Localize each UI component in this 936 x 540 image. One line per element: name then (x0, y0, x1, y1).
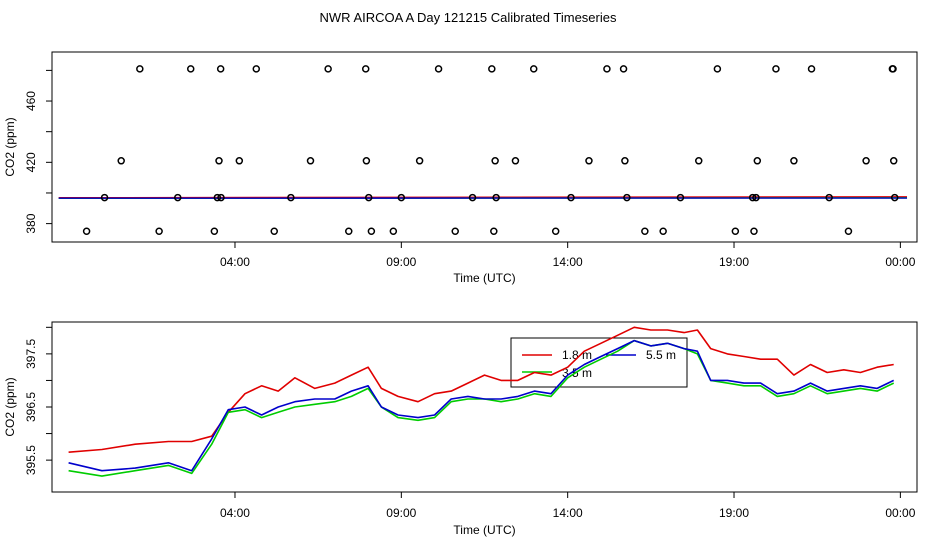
calibration-point (174, 193, 182, 202)
y-axis-label: CO2 (ppm) (3, 377, 17, 436)
calibration-point (186, 65, 195, 73)
calibration-point (117, 157, 125, 165)
calibration-point (676, 193, 685, 202)
calibration-point (713, 65, 722, 73)
calibration-point (397, 193, 406, 202)
bottom-panel-timeseries: 04:00 09:00 14:00 19:00 00:00 395.5 396.5 397.5… (3, 321, 918, 537)
calibration-point (491, 157, 499, 165)
calibration-point (210, 227, 219, 236)
calibration-point (216, 65, 225, 73)
calibration-point (659, 227, 667, 236)
series-line-18m (68, 326, 894, 453)
calibration-point (492, 193, 500, 202)
x-tick-label: 04:00 (220, 255, 250, 269)
y-tick-label: 420 (24, 152, 38, 172)
calibration-point (468, 193, 477, 202)
calibration-point (213, 193, 222, 202)
calibration-point (621, 157, 629, 165)
y-tick-label: 395.5 (24, 445, 38, 475)
calibration-point (389, 227, 398, 236)
calibration-point (415, 157, 424, 165)
calibration-point (82, 227, 91, 236)
legend: 1.8 m3.5 m5.5 m (510, 337, 688, 388)
y-tick-label: 380 (24, 213, 38, 233)
calibration-point (825, 193, 833, 202)
x-tick-label: 04:00 (220, 506, 250, 520)
calibration-point (551, 227, 560, 236)
x-tick-label: 09:00 (386, 506, 416, 520)
calibration-point (748, 193, 757, 202)
calibration-point (361, 65, 370, 73)
calibration-point (731, 227, 740, 236)
calibration-point (362, 157, 371, 165)
y-tick-label: 460 (24, 91, 38, 111)
calibration-point (567, 193, 575, 202)
x-tick-label: 14:00 (553, 255, 583, 269)
plot-frame (51, 51, 918, 243)
x-tick-label: 00:00 (885, 255, 915, 269)
calibration-point (790, 157, 798, 165)
calibration-point (529, 65, 538, 73)
calibration-point (623, 193, 631, 202)
y-axis-label: CO2 (ppm) (3, 117, 17, 176)
calibration-point (451, 227, 459, 236)
calibration-point (270, 227, 278, 236)
y-tick-label: 397.5 (24, 339, 38, 369)
calibration-point (807, 65, 816, 73)
calibration-point (235, 157, 244, 165)
x-tick-label: 19:00 (719, 255, 749, 269)
calibration-point (345, 227, 353, 236)
calibration-point (490, 227, 498, 236)
calibration-point (367, 227, 376, 236)
calibration-point (217, 193, 225, 202)
x-tick-label: 00:00 (885, 506, 915, 520)
calibration-point (511, 157, 520, 165)
x-tick-label: 09:00 (386, 255, 416, 269)
calibration-point (215, 157, 223, 165)
calibration-point (619, 65, 628, 73)
x-tick-label: 14:00 (553, 506, 583, 520)
calibration-point (889, 65, 897, 73)
calibration-point (750, 227, 758, 236)
calibration-point (364, 193, 373, 202)
series-line-55m (68, 339, 895, 472)
calibration-point (603, 65, 611, 73)
page-title: NWR AIRCOA A Day 121215 Calibrated Times… (320, 10, 617, 25)
legend-box (510, 337, 688, 388)
calibration-point (772, 65, 780, 73)
y-tick-label: 396.5 (24, 392, 38, 422)
calibration-point (306, 157, 315, 165)
calibration-point (890, 193, 899, 202)
calibration-point (252, 65, 261, 73)
calibration-point (488, 65, 496, 73)
calibration-point (287, 193, 295, 202)
calibration-point (862, 157, 870, 165)
calibration-point (641, 227, 649, 236)
x-tick-label: 19:00 (719, 506, 749, 520)
calibration-point (889, 157, 898, 165)
calibration-point (753, 157, 762, 165)
x-axis-label: Time (UTC) (453, 271, 515, 285)
calibration-point (585, 157, 593, 165)
calibration-point (844, 227, 853, 236)
top-panel-calibration-scatter: 04:00 09:00 14:00 19:00 00:00 380 420 460 Time (… (3, 51, 918, 285)
calibration-point (136, 65, 144, 73)
calibration-point (155, 227, 163, 236)
calibration-point (434, 65, 443, 73)
calibration-point (324, 65, 332, 73)
calibration-point (695, 157, 703, 165)
legend-label: 5.5 m (646, 348, 676, 362)
calibration-point (100, 193, 109, 202)
calibration-point (752, 193, 760, 202)
series-line-35m (68, 339, 895, 477)
x-axis-label: Time (UTC) (453, 523, 515, 537)
